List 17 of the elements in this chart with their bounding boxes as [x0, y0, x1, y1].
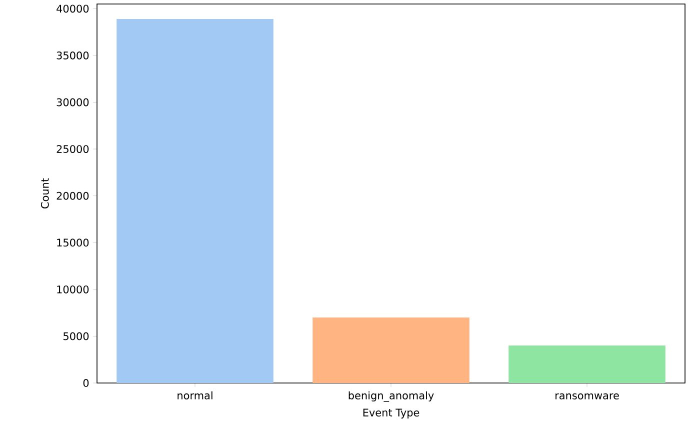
x-tick-label: ransomware [556, 393, 619, 400]
bar [312, 317, 470, 383]
y-tick-label: 5000 [64, 332, 89, 340]
bar [508, 346, 666, 383]
bar [116, 18, 274, 383]
y-tick-label: 30000 [56, 98, 89, 106]
x-axis-title: Event Type [363, 408, 420, 419]
y-tick-label: 10000 [57, 285, 89, 294]
x-tick-label: normal [178, 391, 212, 400]
y-axis-title: Count [40, 178, 49, 208]
y-tick-label: 20000 [56, 192, 89, 200]
y-tick-label: 0 [83, 379, 89, 387]
y-tick-label: 25000 [56, 145, 89, 153]
y-tick-label: 35000 [56, 51, 89, 60]
y-tick-label: 40000 [56, 4, 89, 13]
y-tick-label: 15000 [57, 238, 89, 247]
x-tick-label: benign_anomaly [348, 391, 434, 402]
